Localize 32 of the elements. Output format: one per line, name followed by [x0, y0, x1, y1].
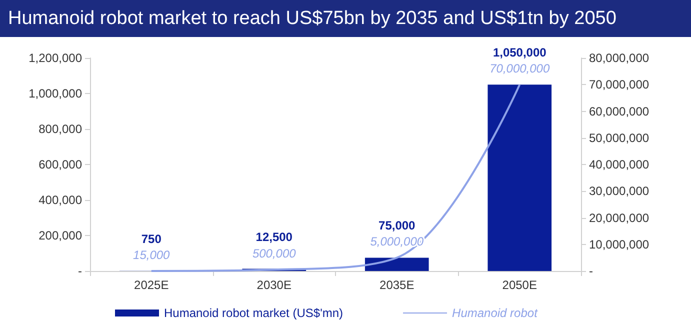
data-label: 12,500 [256, 230, 293, 244]
legend-label: Humanoid robot [452, 306, 538, 320]
y2-tick-label: 10,000,000 [589, 237, 650, 252]
data-label: 1,050,000 [492, 46, 547, 60]
y2-tick-label: 20,000,000 [589, 210, 650, 225]
y2-tick-label: 80,000,000 [589, 51, 650, 65]
y-tick-label: 800,000 [38, 122, 82, 136]
legend-label: Humanoid robot market (US$'mn) [164, 306, 344, 320]
y-tick-label: 600,000 [38, 158, 82, 172]
y2-tick-label: 60,000,000 [589, 104, 650, 118]
y2-tick-label: 50,000,000 [589, 130, 650, 145]
y2-tick-label: - [589, 264, 593, 278]
bar [364, 258, 429, 271]
data-label: 500,000 [252, 246, 296, 261]
x-tick-label: 2050E [502, 278, 537, 292]
y2-tick-label: 70,000,000 [589, 78, 650, 92]
y-tick-label: - [78, 264, 82, 278]
x-tick-label: 2030E [256, 278, 292, 292]
data-label: 750 [141, 232, 162, 246]
data-label: 15,000 [133, 248, 170, 262]
y2-tick-label: 30,000,000 [589, 184, 650, 198]
y-tick-label: 200,000 [38, 228, 82, 242]
y2-tick-label: 40,000,000 [589, 158, 650, 172]
bar [488, 84, 552, 271]
y-tick-label: 400,000 [38, 193, 82, 207]
y-tick-label: 1,000,000 [28, 86, 82, 100]
x-tick-label: 2025E [134, 278, 169, 292]
data-label: 70,000,000 [490, 62, 550, 76]
data-label: 75,000 [378, 218, 416, 233]
x-tick-label: 2035E [380, 278, 414, 292]
y-tick-label: 1,200,000 [28, 51, 82, 65]
chart-title: Humanoid robot market to reach US$75bn by 2035 and US$1tn by 2050 [8, 8, 616, 29]
